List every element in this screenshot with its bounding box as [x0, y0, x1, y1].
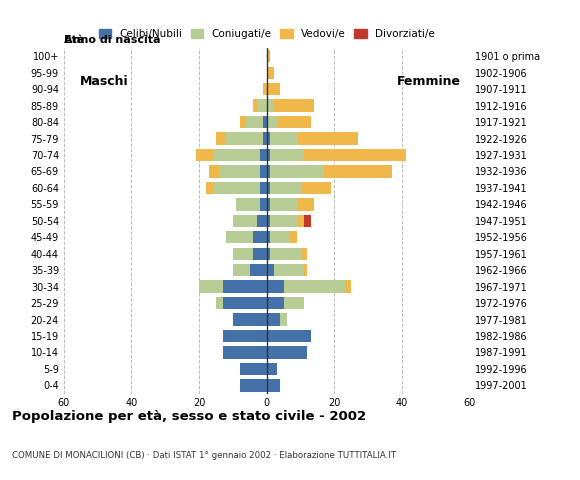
Bar	[324, 165, 392, 178]
Bar	[223, 280, 267, 293]
Bar	[274, 99, 314, 112]
Bar	[253, 248, 267, 260]
Text: Femmine: Femmine	[397, 75, 461, 88]
Bar	[280, 313, 287, 326]
Bar	[213, 182, 260, 194]
Bar	[240, 363, 267, 375]
Bar	[274, 264, 304, 276]
Bar	[267, 330, 311, 342]
Text: Anno di nascita: Anno di nascita	[64, 35, 160, 45]
Bar	[270, 165, 324, 178]
Bar	[270, 132, 297, 144]
Bar	[267, 116, 277, 128]
Bar	[233, 264, 250, 276]
Bar	[216, 297, 223, 309]
Bar	[206, 182, 213, 194]
Bar	[226, 231, 253, 243]
Bar	[260, 198, 267, 211]
Bar	[267, 50, 270, 62]
Bar	[267, 83, 280, 96]
Bar	[223, 330, 267, 342]
Bar	[260, 165, 267, 178]
Bar	[240, 116, 246, 128]
Bar	[260, 149, 267, 161]
Bar	[297, 132, 358, 144]
Bar	[267, 132, 270, 144]
Bar	[304, 264, 307, 276]
Bar	[233, 215, 256, 227]
Bar	[263, 132, 267, 144]
Bar	[284, 280, 345, 293]
Bar	[223, 346, 267, 359]
Bar	[267, 198, 270, 211]
Bar	[209, 165, 219, 178]
Bar	[267, 165, 270, 178]
Bar	[267, 313, 280, 326]
Bar	[277, 116, 311, 128]
Bar	[246, 116, 263, 128]
Bar	[267, 280, 284, 293]
Bar	[233, 248, 253, 260]
Bar	[267, 215, 270, 227]
Bar	[297, 215, 304, 227]
Bar	[345, 280, 351, 293]
Bar	[300, 248, 307, 260]
Bar	[267, 346, 307, 359]
Bar	[267, 264, 274, 276]
Bar	[267, 182, 270, 194]
Bar	[256, 215, 267, 227]
Bar	[304, 149, 405, 161]
Bar	[213, 149, 260, 161]
Bar	[240, 379, 267, 392]
Bar	[267, 363, 277, 375]
Text: Maschi: Maschi	[80, 75, 129, 88]
Bar	[260, 182, 267, 194]
Bar	[291, 231, 297, 243]
Bar	[267, 231, 270, 243]
Bar	[216, 132, 226, 144]
Bar	[253, 99, 256, 112]
Bar	[233, 313, 267, 326]
Bar	[297, 198, 314, 211]
Bar	[219, 165, 260, 178]
Bar	[267, 149, 270, 161]
Bar	[263, 116, 267, 128]
Bar	[304, 215, 311, 227]
Bar	[236, 198, 260, 211]
Text: Età: Età	[64, 35, 84, 45]
Bar	[195, 149, 213, 161]
Bar	[284, 297, 304, 309]
Text: COMUNE DI MONACILIONI (CB) · Dati ISTAT 1° gennaio 2002 · Elaborazione TUTTITALI: COMUNE DI MONACILIONI (CB) · Dati ISTAT …	[12, 451, 396, 460]
Bar	[253, 231, 267, 243]
Bar	[267, 99, 274, 112]
Legend: Celibi/Nubili, Coniugati/e, Vedovi/e, Divorziati/e: Celibi/Nubili, Coniugati/e, Vedovi/e, Di…	[99, 29, 434, 39]
Bar	[267, 297, 284, 309]
Text: Popolazione per età, sesso e stato civile - 2002: Popolazione per età, sesso e stato civil…	[12, 410, 366, 423]
Bar	[270, 248, 300, 260]
Bar	[267, 67, 274, 79]
Bar	[267, 379, 280, 392]
Bar	[267, 248, 270, 260]
Bar	[223, 297, 267, 309]
Bar	[270, 182, 300, 194]
Bar	[300, 182, 331, 194]
Bar	[270, 215, 297, 227]
Bar	[250, 264, 267, 276]
Bar	[263, 83, 267, 96]
Bar	[256, 99, 267, 112]
Bar	[270, 198, 297, 211]
Bar	[226, 132, 263, 144]
Bar	[270, 149, 304, 161]
Bar	[270, 231, 291, 243]
Bar	[199, 280, 223, 293]
